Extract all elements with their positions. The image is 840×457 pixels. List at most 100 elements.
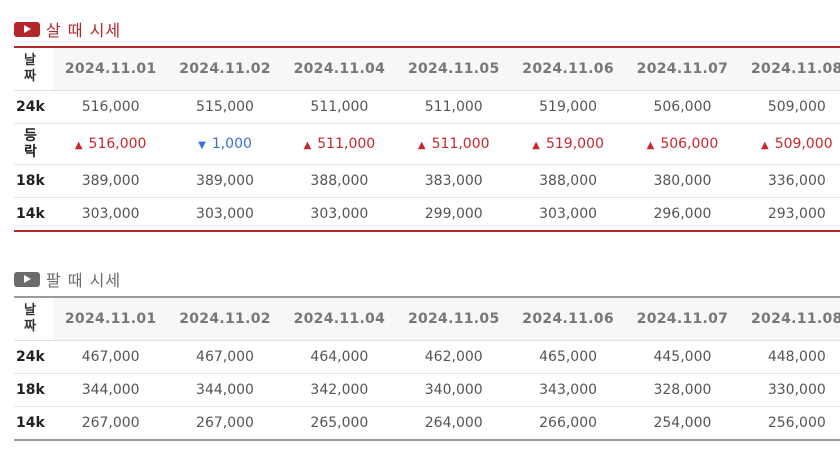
sell-section-title: 팔 때 시세 <box>46 271 122 290</box>
change-cell: ▲ 511,000 <box>396 123 511 165</box>
play-icon <box>14 271 40 287</box>
price-cell: 511,000 <box>282 90 397 124</box>
price-cell: 344,000 <box>53 373 168 407</box>
price-row-18k: 18k 389,000 389,000 388,000 383,000 388,000 38… <box>14 164 840 198</box>
date-header-cell: 2024.11.04 <box>282 47 397 91</box>
change-cell: ▲ 506,000 <box>625 123 740 165</box>
down-arrow-icon: ▼ <box>198 140 206 151</box>
price-cell: 293,000 <box>739 197 840 232</box>
row-label: 24k <box>14 340 54 374</box>
price-row-18k: 18k 344,000 344,000 342,000 340,000 343,000 32… <box>14 373 840 407</box>
price-cell: 462,000 <box>396 340 511 374</box>
date-header-cell: 2024.11.05 <box>396 297 511 341</box>
price-cell: 303,000 <box>167 197 283 232</box>
price-cell: 465,000 <box>510 340 626 374</box>
date-header-cell: 2024.11.06 <box>510 47 626 91</box>
up-arrow-icon: ▲ <box>303 140 312 151</box>
row-label: 24k <box>14 90 54 124</box>
price-row-14k: 14k 303,000 303,000 303,000 299,000 303,000 29… <box>14 197 840 232</box>
change-value: 1,000 <box>211 136 252 152</box>
date-header-cell: 2024.11.01 <box>53 47 168 91</box>
price-cell: 303,000 <box>53 197 168 232</box>
buy-section-header: 살 때 시세 <box>14 18 121 40</box>
date-header-cell: 2024.11.04 <box>282 297 397 341</box>
up-arrow-icon: ▲ <box>417 140 426 151</box>
price-cell: 506,000 <box>625 90 740 124</box>
price-cell: 448,000 <box>739 340 840 374</box>
date-header-cell: 2024.11.07 <box>625 297 740 341</box>
up-arrow-icon: ▲ <box>646 140 655 151</box>
price-row-24k: 24k 516,000 515,000 511,000 511,000 519,000 50… <box>14 90 840 124</box>
price-change-row: 등 락 ▲ 516,000 ▼ 1,000 ▲ 511,000 ▲ 511,000 ▲ 519,000… <box>14 123 840 165</box>
date-header-cell: 2024.11.06 <box>510 297 626 341</box>
price-cell: 511,000 <box>396 90 511 124</box>
sell-price-table: 날 짜 2024.11.01 2024.11.02 2024.11.04 2024.11.… <box>14 296 840 441</box>
price-cell: 340,000 <box>396 373 511 407</box>
price-cell: 267,000 <box>167 406 283 441</box>
price-cell: 265,000 <box>282 406 397 441</box>
price-cell: 336,000 <box>739 164 840 198</box>
price-cell: 303,000 <box>510 197 626 232</box>
price-cell: 389,000 <box>53 164 168 198</box>
change-cell: ▲ 509,000 <box>739 123 840 165</box>
row-label: 14k <box>14 197 54 232</box>
date-header-cell: 2024.11.01 <box>53 297 168 341</box>
sell-section-header: 팔 때 시세 <box>14 268 121 290</box>
change-value: 506,000 <box>660 136 719 152</box>
price-cell: 254,000 <box>625 406 740 441</box>
buy-price-table: 날 짜 2024.11.01 2024.11.02 2024.11.04 2024.11.… <box>14 46 840 232</box>
price-cell: 256,000 <box>739 406 840 441</box>
change-cell: ▲ 516,000 <box>53 123 168 165</box>
change-value: 509,000 <box>774 136 833 152</box>
price-cell: 464,000 <box>282 340 397 374</box>
change-value: 511,000 <box>431 136 490 152</box>
change-value: 511,000 <box>317 136 376 152</box>
price-cell: 328,000 <box>625 373 740 407</box>
price-cell: 330,000 <box>739 373 840 407</box>
date-header-cell: 2024.11.05 <box>396 47 511 91</box>
price-row-24k: 24k 467,000 467,000 464,000 462,000 465,000 44… <box>14 340 840 374</box>
date-header-cell: 2024.11.02 <box>167 47 283 91</box>
price-cell: 388,000 <box>510 164 626 198</box>
sell-date-header-row: 날 짜 2024.11.01 2024.11.02 2024.11.04 2024.11.… <box>14 297 840 341</box>
price-cell: 383,000 <box>396 164 511 198</box>
price-cell: 515,000 <box>167 90 283 124</box>
change-cell: ▲ 511,000 <box>282 123 397 165</box>
price-cell: 264,000 <box>396 406 511 441</box>
price-cell: 445,000 <box>625 340 740 374</box>
buy-section-title: 살 때 시세 <box>46 21 122 40</box>
price-cell: 388,000 <box>282 164 397 198</box>
row-label: 14k <box>14 406 54 441</box>
price-cell: 267,000 <box>53 406 168 441</box>
change-value: 516,000 <box>88 136 147 152</box>
row-label: 18k <box>14 373 54 407</box>
price-cell: 296,000 <box>625 197 740 232</box>
date-header-cell: 2024.11.08 <box>739 47 840 91</box>
up-arrow-icon: ▲ <box>532 140 540 151</box>
change-value: 519,000 <box>545 136 604 152</box>
price-cell: 516,000 <box>53 90 168 124</box>
change-cell: ▲ 519,000 <box>510 123 626 165</box>
date-header-cell: 2024.11.02 <box>167 297 283 341</box>
play-icon <box>14 21 40 37</box>
price-cell: 467,000 <box>53 340 168 374</box>
price-cell: 467,000 <box>167 340 283 374</box>
up-arrow-icon: ▲ <box>74 140 83 151</box>
row-label: 18k <box>14 164 54 198</box>
price-cell: 509,000 <box>739 90 840 124</box>
date-header-cell: 2024.11.07 <box>625 47 740 91</box>
buy-date-header-row: 날 짜 2024.11.01 2024.11.02 2024.11.04 2024.11.… <box>14 47 840 91</box>
date-header-cell: 2024.11.08 <box>739 297 840 341</box>
price-cell: 342,000 <box>282 373 397 407</box>
price-cell: 344,000 <box>167 373 283 407</box>
change-cell: ▼ 1,000 <box>167 123 283 165</box>
price-cell: 299,000 <box>396 197 511 232</box>
up-arrow-icon: ▲ <box>761 140 769 151</box>
price-cell: 519,000 <box>510 90 626 124</box>
price-cell: 389,000 <box>167 164 283 198</box>
price-row-14k: 14k 267,000 267,000 265,000 264,000 266,000 25… <box>14 406 840 441</box>
